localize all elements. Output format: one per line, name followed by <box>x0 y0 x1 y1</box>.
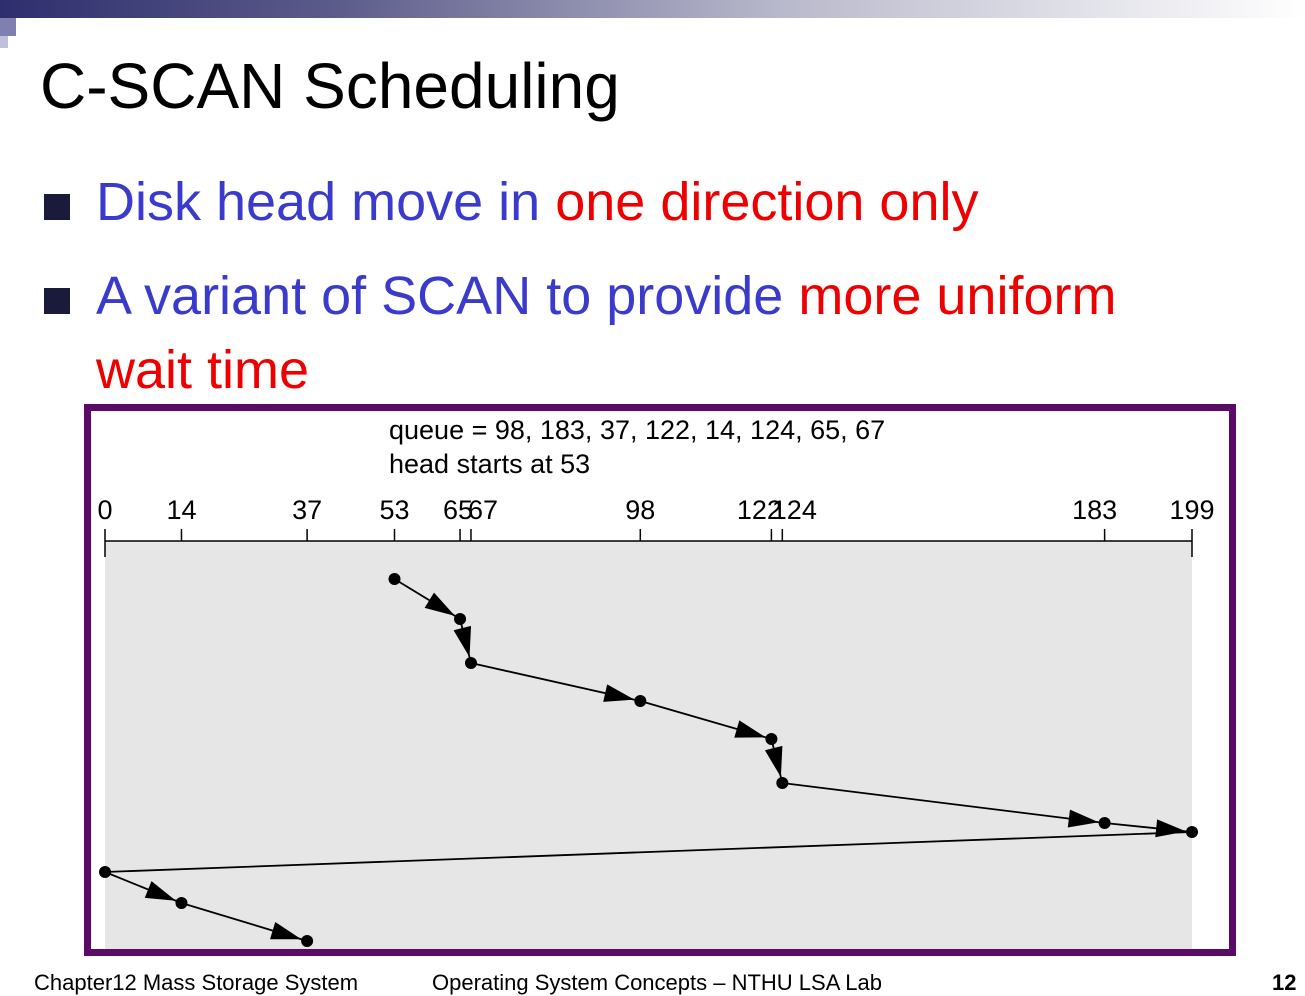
path-point <box>1186 826 1198 838</box>
path-segment <box>782 782 1105 824</box>
tick-label: 199 <box>1169 495 1214 525</box>
path-arrow-icon <box>603 684 635 702</box>
path-point <box>388 573 401 585</box>
path-segment <box>104 831 1193 873</box>
path-arrow-icon <box>734 720 766 738</box>
bullet-square-icon <box>44 288 70 314</box>
path-arrow-icon <box>270 921 302 940</box>
path-point <box>634 695 647 707</box>
bullet-1-part1: Disk head move in <box>96 172 556 232</box>
tick-label: 67 <box>468 495 498 525</box>
tick-label: 65 <box>443 495 473 525</box>
path-arrow-icon <box>453 625 472 658</box>
path-arrow-icon <box>764 745 783 778</box>
plot-area <box>105 541 1192 949</box>
bullet-1-text: Disk head move in one direction only <box>96 172 979 232</box>
bullet-2-part2: more uniform <box>798 266 1117 326</box>
queue-label: queue = 98, 183, 37, 122, 14, 124, 65, 6… <box>389 415 885 445</box>
tick-label: 0 <box>97 495 112 525</box>
bullet-square-icon <box>44 194 70 220</box>
path-point <box>1098 817 1111 829</box>
top-gradient-bar <box>0 0 1305 18</box>
diagram-frame: queue = 98, 183, 37, 122, 14, 124, 65, 6… <box>84 404 1236 956</box>
cscan-diagram: queue = 98, 183, 37, 122, 14, 124, 65, 6… <box>97 415 1215 949</box>
slide-title: C-SCAN Scheduling <box>40 50 620 122</box>
path-point <box>464 657 477 669</box>
footer-chapter: Chapter12 Mass Storage System <box>34 970 359 995</box>
head-start-label: head starts at 53 <box>389 449 590 479</box>
path-point <box>99 866 111 878</box>
tick-label: 124 <box>772 495 817 525</box>
tick-label: 122 <box>737 495 782 525</box>
bullet-1-part2: one direction only <box>555 172 979 232</box>
tick-label: 37 <box>292 495 322 525</box>
bullet-2-continuation: wait time <box>96 340 310 400</box>
tick-label: 183 <box>1072 495 1117 525</box>
path-point <box>776 777 789 789</box>
tick-label: 98 <box>625 495 655 525</box>
footer-course: Operating System Concepts – NTHU LSA Lab <box>432 970 882 995</box>
path-arrow-icon <box>144 881 176 901</box>
bullet-2-text: A variant of SCAN to provide more unifor… <box>96 266 1116 326</box>
footer-page-number: 12 <box>1272 970 1297 995</box>
corner-decoration <box>0 18 16 36</box>
path-point <box>175 897 188 909</box>
bullet-2-part1: A variant of SCAN to provide <box>96 266 799 326</box>
tick-label: 14 <box>166 495 196 525</box>
path-point <box>301 935 314 947</box>
path-point <box>765 733 778 745</box>
tick-label: 53 <box>379 495 409 525</box>
path-arrow-icon <box>1067 809 1099 828</box>
corner-decoration-small <box>0 36 8 48</box>
path-arrow-icon <box>424 592 455 616</box>
path-point <box>454 613 467 625</box>
